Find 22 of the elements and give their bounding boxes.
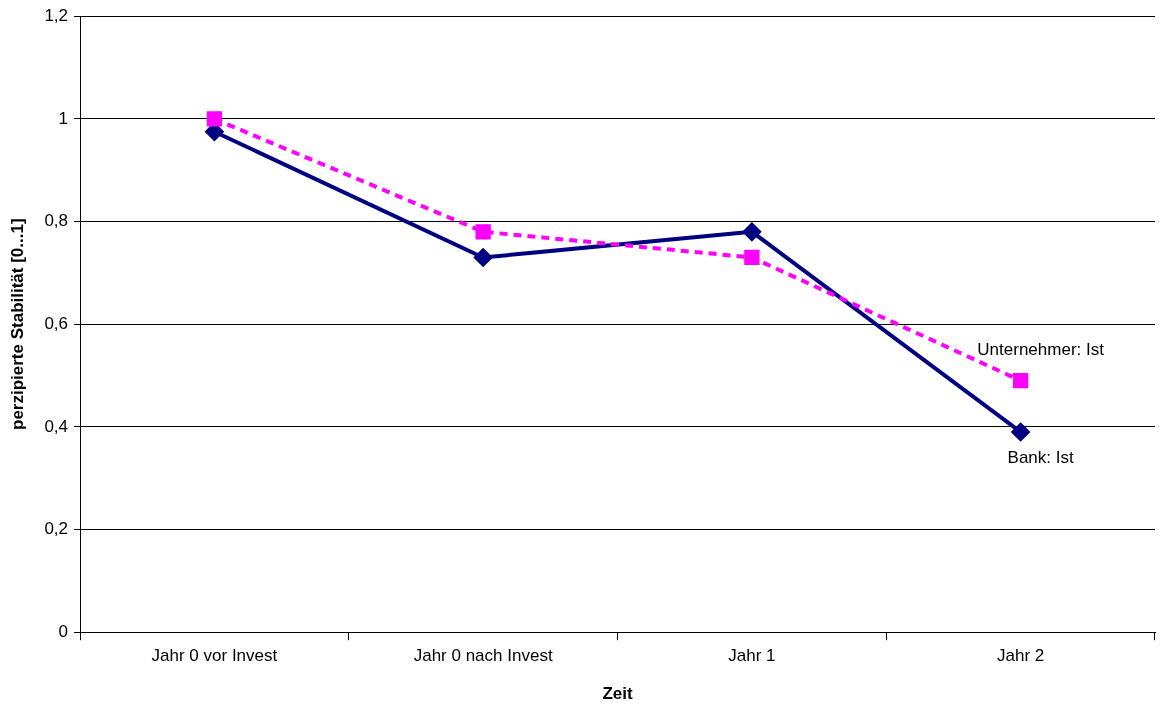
point — [474, 248, 493, 267]
y-tick-label: 0 — [58, 621, 69, 641]
y-tick-label: 0,2 — [44, 519, 69, 539]
point — [1012, 373, 1029, 389]
y-axis-title: perzipierte Stabilität [0...1] — [7, 218, 27, 430]
x-tick-label: Jahr 2 — [997, 646, 1045, 666]
series-label: Unternehmer: Ist — [977, 339, 1105, 359]
y-tick-label: 0,8 — [44, 211, 69, 231]
y-tick-label: 0,6 — [44, 313, 69, 333]
point — [742, 222, 761, 241]
y-tick-label: 0,4 — [44, 416, 69, 436]
x-tick-label: Jahr 0 nach Invest — [413, 646, 553, 666]
point — [475, 224, 491, 240]
point — [744, 249, 760, 266]
x-axis-title: Zeit — [602, 684, 633, 704]
point — [1011, 423, 1030, 441]
y-tick-label: 1,2 — [44, 5, 69, 25]
point — [206, 111, 223, 127]
x-tick-label: Jahr 0 vor Invest — [151, 646, 278, 666]
y-tick-label: 1 — [58, 108, 69, 128]
x-tick-label: Jahr 1 — [728, 646, 776, 666]
series-label: Bank: Ist — [1007, 448, 1074, 468]
